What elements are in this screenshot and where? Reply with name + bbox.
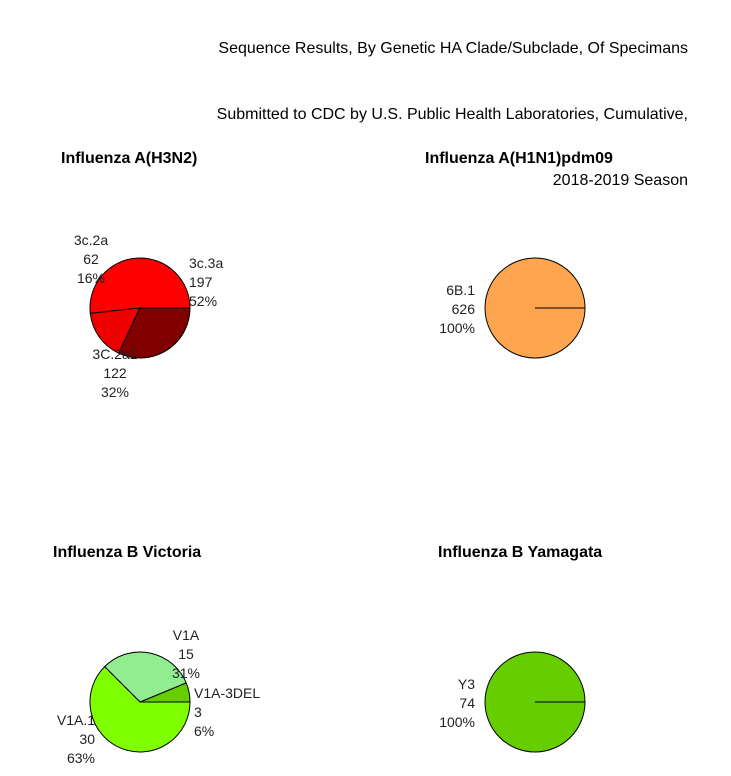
panel-title-h3n2: Influenza A(H3N2) [61, 150, 198, 167]
slice-label: 3C.2a1 122 32% [92, 346, 137, 400]
panel-title-b-yamagata: Influenza B Yamagata [438, 544, 603, 561]
pie-2: V1A-3DEL 3 6% V1A 15 31% V1A.1 30 63% [57, 627, 260, 766]
slice-label: V1A-3DEL 3 6% [194, 685, 260, 739]
panel-title-h1n1: Influenza A(H1N1)pdm09 [425, 150, 613, 167]
slice-label: V1A 15 31% [172, 627, 200, 681]
slice-label: 3c.2a 62 16% [74, 232, 108, 286]
figure-title-line-3: 2018-2019 Season [552, 172, 688, 189]
pie-1: 6B.1 626 100% [439, 257, 586, 359]
pie-slice [89, 665, 191, 753]
pie-3: Y3 74 100% [439, 651, 586, 753]
figure-title-line-1: Sequence Results, By Genetic HA Clade/Su… [218, 40, 688, 57]
slice-label: V1A.1 30 63% [57, 712, 95, 766]
pie-slice [89, 307, 141, 354]
figure-title: Sequence Results, By Genetic HA Clade/Su… [217, 0, 688, 214]
pie-slice [117, 307, 191, 359]
pie-0: 3c.3a 197 52% 3c.2a 62 16% 3C.2a1 122 32% [74, 232, 224, 400]
pie-slice [103, 651, 187, 703]
slice-label: 3c.3a 197 52% [189, 255, 223, 309]
slice-label: 6B.1 626 100% [439, 282, 475, 336]
pie-slice [89, 257, 191, 314]
figure-title-line-2: Submitted to CDC by U.S. Public Health L… [216, 106, 688, 123]
slice-label: Y3 74 100% [439, 676, 475, 730]
panel-title-b-victoria: Influenza B Victoria [53, 544, 202, 561]
